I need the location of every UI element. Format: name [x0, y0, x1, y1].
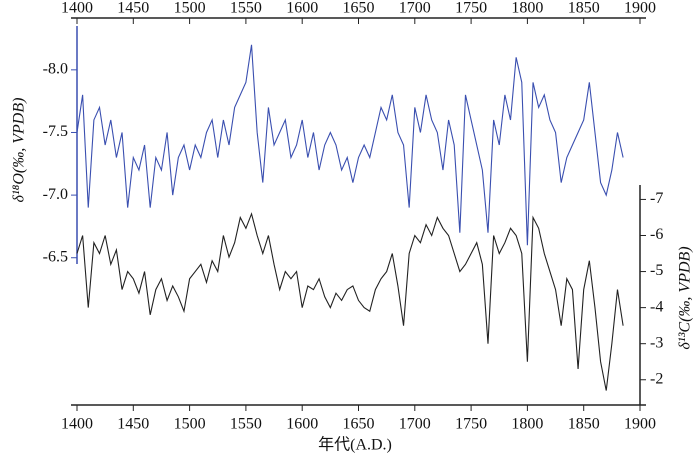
x-top-tick-label: 1600: [286, 0, 318, 17]
x-top-tick-label: 1400: [61, 0, 93, 17]
x-top-tick-label: 1500: [174, 0, 206, 17]
data-line: [76, 212, 624, 391]
y-tick-label: -7.0: [43, 186, 68, 203]
y-tick-label: -6.5: [43, 248, 68, 265]
x-tick-label: 1850: [568, 416, 600, 433]
y2-tick-label: -3: [650, 334, 663, 351]
x-top-tick-label: 1900: [624, 0, 656, 17]
x-tick-label: 1500: [174, 416, 206, 433]
x-top-tick-label: 1800: [511, 0, 543, 17]
y2-tick-label: -4: [650, 298, 663, 315]
x-tick-label: 1900: [624, 416, 656, 433]
x-top-tick-label: 1650: [343, 0, 375, 17]
x-tick-label: 1800: [511, 416, 543, 433]
y-tick-label: -7.5: [43, 123, 68, 140]
x-axis-label: 年代(A.D.): [318, 436, 392, 454]
y2-axis-label: δ¹³C(‰, VPDB): [677, 246, 694, 349]
x-tick-label: 1700: [399, 416, 431, 433]
x-tick-label: 1550: [230, 416, 262, 433]
x-top-tick-label: 1550: [230, 0, 262, 17]
y2-tick-label: -5: [650, 262, 663, 279]
x-tick-label: 1750: [455, 416, 487, 433]
y2-tick-label: -2: [650, 370, 663, 387]
x-tick-label: 1400: [61, 416, 93, 433]
x-top-tick-label: 1450: [117, 0, 149, 17]
data-line: [76, 44, 624, 246]
x-top-tick-label: 1750: [455, 0, 487, 17]
y2-tick-label: -7: [650, 190, 663, 207]
x-top-tick-label: 1700: [399, 0, 431, 17]
y2-tick-label: -6: [650, 226, 663, 243]
y-tick-label: -8.0: [43, 61, 68, 78]
x-tick-label: 1600: [286, 416, 318, 433]
x-top-tick-label: 1850: [568, 0, 600, 17]
x-tick-label: 1450: [117, 416, 149, 433]
y-axis-label: δ¹⁸O(‰, VPDB): [11, 98, 28, 203]
x-tick-label: 1650: [343, 416, 375, 433]
